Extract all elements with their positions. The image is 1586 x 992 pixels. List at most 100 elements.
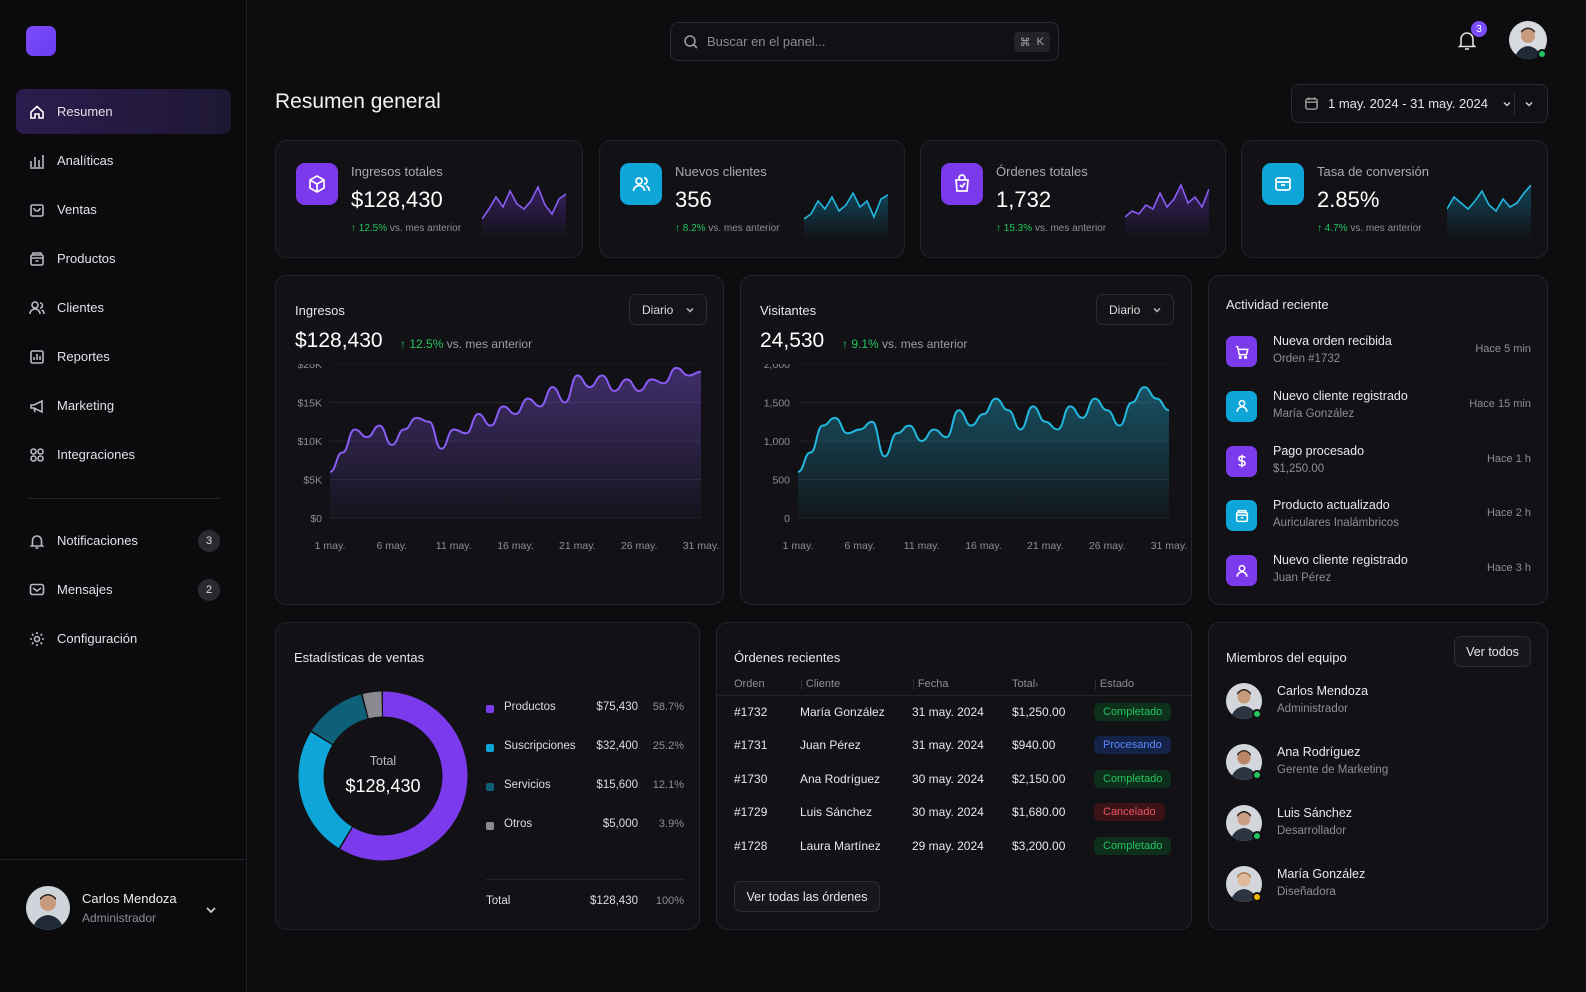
orders-table: Orden | Cliente | Fecha Total› | Estado …: [717, 673, 1193, 863]
panel-title: Actividad reciente: [1226, 297, 1329, 312]
sidebar-item-label: Productos: [57, 251, 116, 266]
order-status-cell: Completado: [1094, 695, 1193, 729]
team-member[interactable]: Luis Sánchez Desarrollador: [1226, 803, 1526, 843]
col-estado[interactable]: | Estado: [1094, 673, 1193, 696]
order-date: 30 may. 2024: [912, 771, 984, 786]
activity-item[interactable]: Nuevo cliente registrado Juan Pérez Hace 3…: [1226, 551, 1531, 591]
period-label: Diario: [642, 302, 674, 317]
delta-text: vs. mes anterior: [446, 337, 533, 351]
col-cliente[interactable]: | Cliente: [800, 673, 912, 696]
sidebar-item-1[interactable]: Analíticas: [16, 138, 231, 183]
sort-icon[interactable]: ›: [1035, 678, 1039, 689]
kpi-label: Ingresos totales: [351, 164, 443, 179]
order-client: Ana Rodríguez: [800, 771, 881, 786]
date-range-picker[interactable]: 1 may. 2024 - 31 may. 2024: [1291, 84, 1548, 123]
team-member[interactable]: María González Diseñadora: [1226, 864, 1526, 904]
sparkline: [1125, 183, 1209, 239]
table-row[interactable]: #1728 Laura Martínez 29 may. 2024 $3,200.00…: [717, 829, 1193, 863]
y-tick-label: 500: [772, 475, 790, 487]
x-tick-label: 1 may.: [783, 540, 814, 552]
sidebar-item-label: Notificaciones: [57, 533, 138, 548]
sidebar-user-card[interactable]: Carlos Mendoza Administrador: [0, 859, 247, 992]
activity-title: Producto actualizado: [1273, 498, 1390, 513]
activity-item[interactable]: Pago procesado $1,250.00 Hace 1 h: [1226, 442, 1531, 482]
period-select[interactable]: Diario: [1096, 294, 1174, 325]
order-id: #1730: [734, 771, 768, 786]
search-input[interactable]: [707, 34, 997, 49]
legend-swatch: [486, 822, 494, 830]
team-member[interactable]: Carlos Mendoza Administrador: [1226, 681, 1526, 721]
arrow-up-icon: ↑: [400, 337, 410, 351]
sidebar-item-7[interactable]: Integraciones: [16, 432, 231, 477]
table-row[interactable]: #1732 María González 31 may. 2024 $1,250.00…: [717, 695, 1193, 729]
avatar: [26, 886, 70, 930]
sparkline: [1447, 184, 1531, 239]
activity-time: Hace 1 h: [1486, 452, 1531, 465]
order-date: 30 may. 2024: [912, 805, 984, 820]
order-id: #1728: [734, 838, 768, 853]
command-key: ⌘: [1019, 36, 1031, 49]
period-select[interactable]: Diario: [629, 294, 707, 325]
activity-item[interactable]: Nuevo cliente registrado María González Ha…: [1226, 387, 1531, 427]
sidebar-secondary-item-2[interactable]: Configuración: [16, 616, 231, 661]
col-estado-label: Estado: [1099, 677, 1135, 690]
period-label: Diario: [1109, 302, 1141, 317]
x-tick-label: 16 may.: [497, 540, 534, 552]
legend-swatch: [486, 705, 494, 713]
table-row[interactable]: #1729 Luis Sánchez 30 may. 2024 $1,680.00 Ca…: [717, 796, 1193, 830]
kpi-label: Nuevos clientes: [675, 164, 767, 179]
y-tick-label: $20K: [297, 364, 322, 371]
sidebar-divider: [28, 498, 220, 499]
col-orden[interactable]: Orden: [717, 673, 800, 696]
activity-item[interactable]: Producto actualizado Auriculares Inalámbr…: [1226, 496, 1531, 536]
activity-time: Hace 3 h: [1486, 562, 1531, 575]
table-row[interactable]: #1730 Ana Rodríguez 30 may. 2024 $2,150.00 C…: [717, 762, 1193, 796]
sidebar-item-5[interactable]: Reportes: [16, 334, 231, 379]
search-bar[interactable]: ⌘K: [670, 22, 1059, 61]
sidebar-secondary-item-0[interactable]: Notificaciones 3: [16, 518, 231, 563]
sparkline: [482, 185, 566, 239]
chevron-down-icon[interactable]: [1524, 99, 1534, 109]
sidebar-item-0[interactable]: Resumen: [16, 89, 231, 134]
sidebar-secondary-item-1[interactable]: Mensajes 2: [16, 567, 231, 612]
sparkline: [804, 191, 888, 239]
order-status-cell: Completado: [1094, 829, 1193, 863]
order-client: María González: [800, 705, 885, 719]
legend-pct: 12.1%: [652, 779, 684, 791]
team-member[interactable]: Ana Rodríguez Gerente de Marketing: [1226, 742, 1526, 782]
arrow-up-icon: ↑: [351, 223, 359, 234]
view-all-orders-button[interactable]: Ver todas las órdenes: [734, 881, 880, 912]
search-icon: [684, 34, 698, 49]
view-all-team-button[interactable]: Ver todos: [1454, 636, 1531, 667]
order-id: #1732: [734, 705, 768, 719]
avatar: [1226, 866, 1262, 902]
table-row[interactable]: #1731 Juan Pérez 31 may. 2024 $940.00 Proces…: [717, 729, 1193, 763]
visitors-chart-card: Visitantes 24,530 ↑ 9.1% vs. mes anterio…: [740, 275, 1192, 605]
legend-name: Productos: [504, 701, 556, 713]
status-badge: Completado: [1094, 836, 1172, 855]
app-logo[interactable]: [26, 26, 56, 56]
calendar-icon: [1305, 97, 1318, 110]
sidebar-item-3[interactable]: Productos: [16, 236, 231, 281]
sidebar-item-label: Configuración: [57, 631, 138, 646]
bell-icon[interactable]: [1455, 28, 1479, 52]
donut-slice-0[interactable]: [298, 691, 468, 861]
kpi-label: Tasa de conversión: [1317, 164, 1430, 179]
chevron-down-icon[interactable]: [203, 902, 219, 918]
col-total-label: Total: [1012, 677, 1036, 690]
activity-item[interactable]: Nueva orden recibida Orden #1732 Hace 5 mi…: [1226, 332, 1531, 372]
order-client: Luis Sánchez: [800, 805, 873, 820]
sidebar-item-4[interactable]: Clientes: [16, 285, 231, 330]
y-tick-label: $0: [310, 513, 322, 525]
sidebar-item-6[interactable]: Marketing: [16, 383, 231, 428]
donut-center-value: $128,430: [345, 776, 421, 796]
col-total[interactable]: Total›: [1012, 673, 1094, 696]
col-fecha[interactable]: | Fecha: [912, 673, 1012, 696]
divider: [1514, 93, 1515, 115]
order-total: $2,150.00: [1012, 771, 1066, 786]
activity-time: Hace 15 min: [1469, 397, 1531, 410]
donut-slice-1[interactable]: [298, 691, 468, 861]
avatar[interactable]: [1509, 21, 1547, 59]
sidebar-item-2[interactable]: Ventas: [16, 187, 231, 232]
order-total: $3,200.00: [1012, 838, 1066, 853]
